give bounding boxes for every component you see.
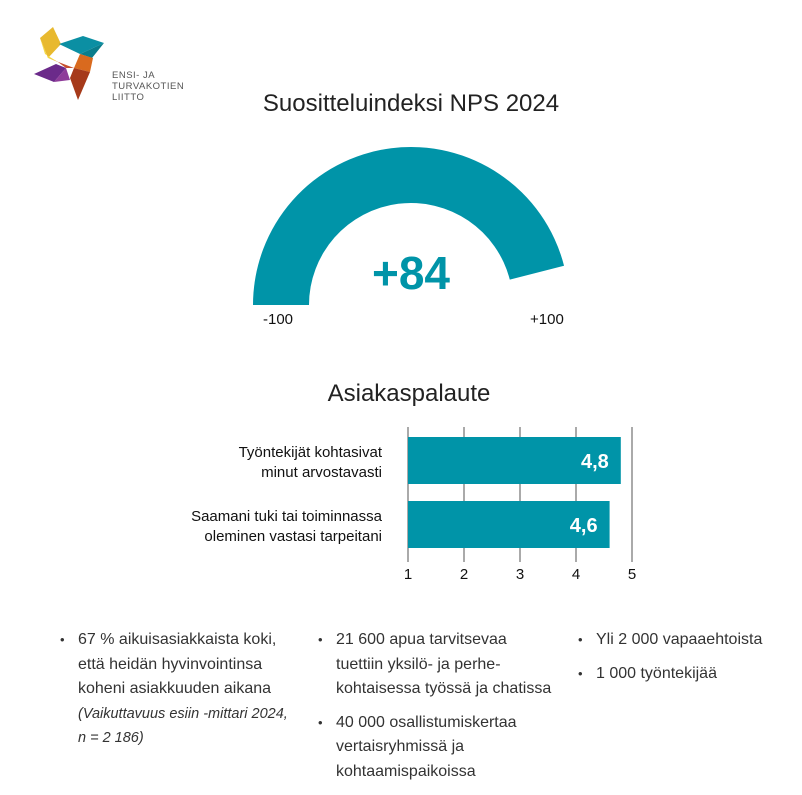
gauge-max-label: +100	[530, 311, 564, 328]
x-tick-label: 2	[459, 566, 469, 583]
logo: ENSI- JA TURVAKOTIEN LIITTO	[28, 24, 184, 104]
logo-text-line: LIITTO	[112, 92, 145, 103]
bar-category-label: Työntekijät kohtasivat minut arvostavast…	[238, 444, 382, 481]
bullets-column-1: 67 % aikuisasiakkaista koki, että heidän…	[60, 628, 310, 760]
nps-gauge	[253, 147, 565, 305]
logo-text-line: TURVAKOTIEN	[112, 81, 185, 92]
pinwheel-logo-icon	[34, 27, 104, 100]
gauge-arc	[253, 147, 565, 305]
nps-title: Suositteluindeksi NPS 2024	[262, 90, 560, 117]
x-tick-label: 5	[627, 566, 637, 583]
bullet-item: 1 000 työntekijää	[578, 662, 788, 687]
bullet-text: 67 % aikuisasiakkaista koki, että heidän…	[78, 631, 277, 697]
x-tick-label: 1	[403, 566, 413, 583]
logo-text-line: ENSI- JA	[112, 70, 156, 81]
bar-data-label: 4,8	[581, 451, 609, 473]
bar-data-label: 4,6	[570, 515, 598, 537]
bullets-column-2: 21 600 apua tarvitsevaa tuettiin yksilö-…	[318, 628, 578, 793]
x-tick-label: 3	[515, 566, 525, 583]
bullet-note: (Vaikuttavuus esiin -mittari 2024, n = 2…	[78, 705, 288, 747]
feedback-title: Asiakaspalaute	[327, 380, 491, 407]
bar	[408, 501, 610, 548]
gauge-min-label: -100	[263, 311, 294, 328]
x-tick-label: 4	[571, 566, 581, 583]
bar-category-label: Saamani tuki tai toiminnassa oleminen va…	[191, 508, 382, 545]
bullet-item: 40 000 osallistumiskertaa vertaisryhmiss…	[318, 711, 578, 785]
bar	[408, 437, 621, 484]
feedback-bar-chart: 4,8 4,6	[407, 427, 633, 562]
bullet-item: 67 % aikuisasiakkaista koki, että heidän…	[60, 628, 310, 751]
nps-value: +84	[371, 247, 451, 299]
bullet-item: Yli 2 000 vapaaehtoista	[578, 628, 788, 653]
bullets-column-3: Yli 2 000 vapaaehtoista 1 000 työntekijä…	[578, 628, 788, 695]
bullet-item: 21 600 apua tarvitsevaa tuettiin yksilö-…	[318, 628, 578, 702]
